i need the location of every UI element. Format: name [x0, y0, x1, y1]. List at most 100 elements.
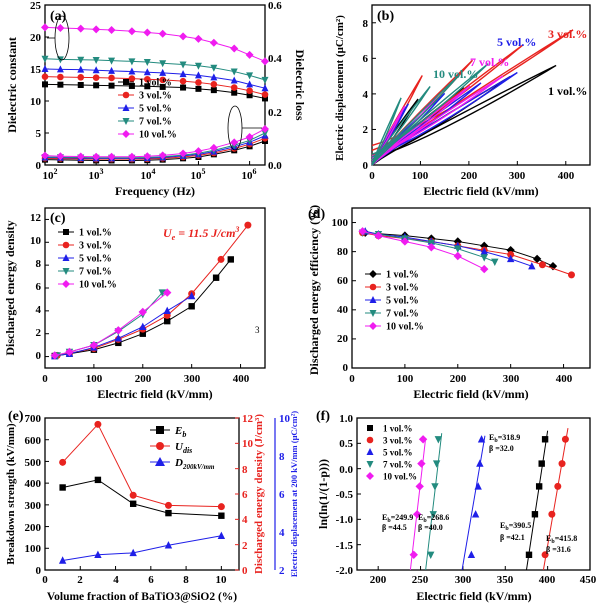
a-point: [107, 25, 116, 34]
legend-label: 7 vol.%: [139, 117, 172, 128]
c-xtick: 0: [42, 373, 48, 385]
a-point: [261, 125, 269, 133]
f-xtick: 450: [580, 574, 597, 586]
c-series-line: [54, 295, 192, 357]
c-ytick: 6: [36, 281, 42, 293]
d-ytick: 0: [343, 362, 349, 374]
d-point: [567, 271, 575, 279]
a-point: [93, 82, 100, 89]
e-point: [129, 548, 137, 557]
panel-a: (a) 0 5 10 15 20 25 0.0 0.2 0.4 0.6 102 …: [5, 0, 307, 198]
b-xtick: 0: [369, 170, 375, 182]
f-fit-line: [409, 438, 427, 571]
legend-marker: [122, 104, 130, 111]
c-stray-label: 3: [255, 325, 260, 335]
d-point: [491, 258, 499, 267]
f-xtick: 400: [539, 574, 556, 586]
a-point: [108, 66, 116, 74]
panel-b-frame: [371, 4, 591, 166]
a-ytick: 10: [30, 96, 42, 108]
legend-marker: [369, 296, 377, 303]
legend-marker: [62, 241, 70, 249]
a-point: [92, 74, 100, 81]
f-fit-line: [461, 435, 486, 571]
e-ytick: 500: [25, 457, 42, 469]
panel-a-legend: 1 vol.% 3 vol.% 5 vol.% 7 vol.% 10 vol.%: [118, 78, 177, 141]
a-point: [144, 83, 151, 90]
f-point: [409, 550, 418, 559]
e-y2tick: 2: [242, 540, 248, 552]
legend-label: 1 vol.%: [383, 424, 413, 434]
a-ytick: 5: [36, 128, 42, 140]
a-y2label: Dielectric loss: [293, 50, 307, 121]
legend-label: 3 vol.%: [386, 283, 419, 294]
a-point: [143, 58, 151, 66]
f-point: [554, 482, 562, 490]
b-ann-3: 3 vol.%: [548, 27, 587, 41]
d-point: [454, 245, 462, 253]
e-xtick: 8: [183, 574, 189, 586]
a-point: [179, 32, 188, 41]
c-xtick: 100: [86, 373, 103, 385]
a-point: [179, 149, 188, 158]
panel-a-plot: [41, 4, 269, 166]
e-xtick: 6: [148, 574, 154, 586]
e-y3tick: 8: [279, 451, 285, 463]
c-point: [139, 330, 146, 337]
a-point: [180, 84, 187, 91]
a-point: [77, 56, 85, 64]
e-point: [165, 509, 172, 517]
f-label-7-beta: β =40.0: [418, 523, 443, 532]
b-ytick: 0: [363, 160, 369, 172]
e-series-line: [62, 535, 222, 561]
a-xtick: 103: [89, 167, 104, 182]
e-y3tick: 10: [279, 413, 291, 425]
a-point: [92, 57, 100, 65]
a-point: [230, 68, 238, 76]
e-xtick: 0: [42, 574, 48, 586]
f-point: [477, 435, 486, 443]
a-y2tick: 0.4: [268, 53, 282, 65]
a-point: [128, 58, 136, 66]
a-point: [230, 84, 238, 91]
b-loop: [371, 63, 489, 166]
e-y2label: Discharged energy density (J/cm³): [253, 414, 265, 574]
b-ann-10: 10 vol.%: [433, 67, 478, 81]
a-xtick: 106: [242, 167, 257, 182]
b-loop: [371, 75, 504, 166]
e-point: [129, 491, 137, 499]
c-ytick: 10: [30, 235, 42, 247]
a-point: [179, 77, 187, 85]
a-point: [56, 24, 65, 33]
e-point: [164, 541, 173, 549]
b-ytick: 4: [363, 89, 369, 101]
legend-marker: [366, 472, 374, 480]
e-legend-marker: [156, 442, 164, 450]
a-point: [210, 64, 218, 72]
a-point: [143, 152, 152, 161]
a-series-line: [44, 68, 266, 89]
b-ytick: 2: [363, 124, 369, 136]
a-ylabel: Dielectric constant: [5, 37, 19, 133]
f-ytick: -1.5: [336, 540, 354, 552]
c-point: [187, 291, 196, 300]
e-legend-d: D200kV/mm: [174, 457, 215, 471]
a-point: [77, 74, 85, 81]
a-point: [107, 152, 116, 161]
c-point: [158, 289, 167, 297]
b-ytick: 8: [363, 18, 369, 30]
b-loop: [371, 86, 431, 166]
a-series-line: [44, 58, 266, 81]
a-xtick: 105: [191, 167, 206, 182]
a-point: [209, 143, 218, 152]
e-ytick: 700: [25, 413, 42, 425]
f-point: [476, 459, 484, 467]
c-annotation: Ue = 11.5 J/cm3: [163, 225, 239, 242]
panel-b: (b) 0 2 4 6 8 0 100 200 300 400 Electric…: [334, 4, 591, 198]
a-point: [245, 133, 254, 141]
a-point: [246, 87, 253, 95]
f-label-5-eb: Eb=318.9: [489, 433, 520, 444]
d-point: [538, 261, 546, 269]
a-series-line: [44, 26, 266, 62]
a-point: [209, 38, 218, 47]
